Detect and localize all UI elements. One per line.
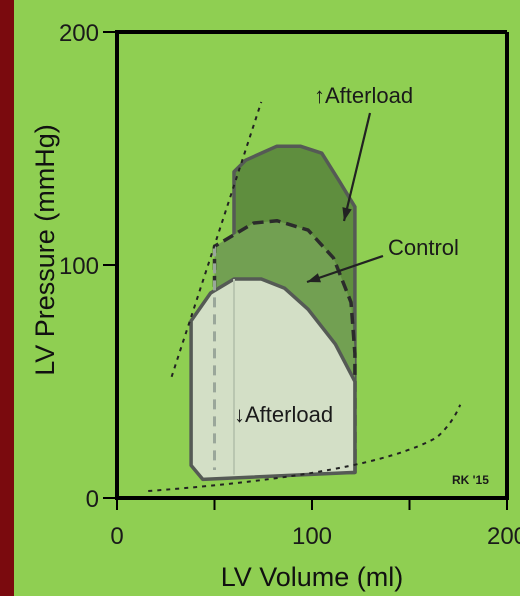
control-arrow	[306, 254, 384, 284]
x-tick-label: 0	[110, 523, 123, 550]
espvr-line	[170, 101, 263, 378]
x-tick-label: 200	[487, 523, 520, 550]
x-tick-label: 100	[292, 523, 332, 550]
increased-afterload-arrow	[342, 112, 372, 222]
increased-afterload-label: ↑Afterload	[314, 83, 413, 108]
control-label: Control	[388, 235, 459, 260]
y-tick-label: 0	[86, 486, 99, 513]
y-tick-label: 200	[59, 20, 99, 47]
credit-label: RK '15	[452, 473, 489, 487]
decreased-afterload-label: ↓Afterload	[234, 402, 333, 427]
pv-diagram-panel: 0 100 200 0 100 200 LV Volume (ml) LV Pressure …	[14, 0, 520, 596]
decreased-afterload-loop	[189, 277, 357, 482]
x-axis-title: LV Volume (ml)	[221, 562, 404, 592]
pressure-volume-diagram: 0 100 200 0 100 200 LV Volume (ml) LV Pressure …	[30, 20, 520, 592]
edpvr-curve	[148, 404, 462, 493]
control-arrow-head	[307, 273, 321, 283]
y-tick-label: 100	[59, 253, 99, 280]
y-axis-title: LV Pressure (mmHg)	[30, 124, 60, 376]
increased-afterload-arrow-head	[342, 207, 352, 221]
